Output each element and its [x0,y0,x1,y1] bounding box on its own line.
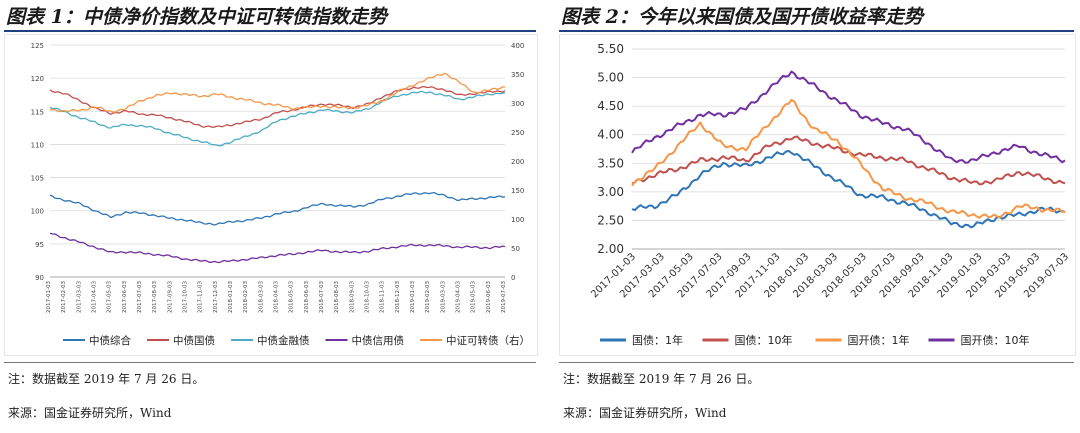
right-y-tick-label: 4.50 [597,99,624,113]
left-x-tick-label: 2017-08-03 [152,281,158,313]
left-x-tick-label: 2017-02-03 [61,281,67,313]
left-y2-tick-label: 250 [511,129,524,137]
right-chart-box: 2.00 2.50 3.00 3.50 4.00 4.50 5.00 5.50 2017-01-… [559,34,1076,356]
left-x-tick-label: 2018-01-03 [228,281,234,313]
right-legend-label: 国债：10年 [735,333,793,347]
left-x-tick-label: 2018-10-03 [365,281,371,313]
left-figure-title: 图表 1：中债净价指数及中证可转债指数走势 [6,6,387,28]
left-x-tick-label: 2018-03-03 [258,281,264,313]
left-x-tick-label: 2019-06-03 [486,281,492,313]
right-y-tick-label: 5.50 [597,42,624,56]
left-x-tick-label: 2018-08-03 [334,281,340,313]
right-legend-label: 国开债：1年 [848,333,910,347]
right-y-tick-label: 3.50 [597,156,624,170]
right-source: 来源：国金证券研究所，Wind [563,406,727,420]
right-y-tick-label: 5.00 [597,71,624,85]
right-series-line [631,98,1065,219]
left-series-line [49,90,506,147]
left-x-tick-label: 2019-04-03 [456,281,462,313]
right-y-tick-label: 2.50 [597,213,624,227]
left-series-line [49,72,506,113]
right-series-line [631,135,1066,186]
left-x-tick-label: 2017-07-03 [137,281,143,313]
left-x-tick-label: 2017-05-03 [107,281,113,313]
left-x-tick-label: 2017-10-03 [183,281,189,313]
left-y-tick-label: 120 [31,75,44,83]
left-footer-rule [4,362,536,363]
right-legend-label: 国开债：10年 [961,333,1030,347]
left-x-tick-label: 2018-09-03 [349,281,355,313]
left-legend-label: 中证可转债（右） [446,334,530,347]
left-x-tick-label: 2018-11-03 [380,281,386,313]
left-chart-box: 90 95 100 105 110 115 120 125 0 50 100 150 200 250 300… [4,34,538,356]
left-x-tick-label: 2018-06-03 [304,281,310,313]
right-figure-panel: 图表 2：今年以来国债及国开债收益率走势 2.00 2.50 3.00 3.50 4.0… [555,0,1080,433]
left-x-tick-label: 2018-07-03 [319,281,325,313]
left-series-line [49,191,506,226]
right-line-chart: 2.002.503.003.504.004.505.005.502017-01-… [589,42,1071,347]
left-x-tick-label: 2017-06-03 [122,281,128,313]
left-x-tick-label: 2018-04-03 [274,281,280,313]
left-figure-panel: 图表 1：中债净价指数及中证可转债指数走势 90 95 100 105 110 115 12… [4,6,538,420]
left-x-tick-label: 2017-11-03 [198,281,204,313]
right-note: 注：数据截至 2019 年 7 月 26 日。 [563,372,760,386]
left-y2-tick-label: 50 [511,245,520,253]
right-footer-rule [559,362,1074,363]
left-x-tick-label: 2019-02-03 [425,281,431,313]
left-x-tick-label: 2019-07-03 [501,281,507,313]
left-line-chart: 90 95 100 105 110 115 120 125 0 50 100 150 200 250 300… [31,42,530,347]
left-y-tick-label: 125 [31,42,44,50]
left-y2-tick-label: 100 [511,216,524,224]
left-x-tick-label: 2017-09-03 [167,281,173,313]
left-title-rule [4,30,536,32]
left-x-tick-label: 2019-05-03 [471,281,477,313]
left-x-tick-label: 2018-02-03 [243,281,249,313]
left-legend-label: 中债金融债 [257,334,310,347]
right-title-rule [559,30,1074,32]
left-legend-label: 中债信用债 [352,334,405,347]
left-note: 注：数据截至 2019 年 7 月 26 日。 [8,372,205,386]
left-x-tick-label: 2018-05-03 [289,281,295,313]
left-y-tick-label: 115 [31,108,44,116]
right-legend-label: 国债：1年 [632,333,683,347]
left-x-tick-label: 2017-03-03 [76,281,82,313]
left-y2-tick-label: 300 [511,100,524,108]
left-x-tick-label: 2018-12-03 [395,281,401,313]
left-y-tick-label: 95 [35,241,44,249]
left-y2-tick-label: 0 [511,274,515,282]
left-y-tick-label: 110 [31,141,44,149]
right-figure-title: 图表 2：今年以来国债及国开债收益率走势 [561,6,923,28]
left-x-tick-label: 2017-12-03 [213,281,219,313]
left-y-tick-label: 90 [35,274,44,282]
left-x-tick-label: 2017-01-03 [46,281,52,313]
left-y2-tick-label: 200 [511,158,524,166]
left-y-tick-label: 100 [31,208,44,216]
left-x-tick-label: 2019-01-03 [410,281,416,313]
left-y2-tick-label: 400 [511,42,524,50]
left-series-line [49,85,506,128]
right-series-line [631,149,1066,229]
right-y-tick-label: 4.00 [597,128,624,142]
left-source: 来源：国金证券研究所，Wind [8,406,172,420]
left-x-tick-label: 2017-04-03 [92,281,98,313]
right-series-line [631,70,1066,164]
left-legend-label: 中债综合 [89,334,131,347]
left-y2-tick-label: 150 [511,187,524,195]
right-y-tick-label: 3.00 [597,185,624,199]
left-y-tick-label: 105 [31,175,44,183]
left-legend-label: 中债国债 [173,334,215,347]
left-x-tick-label: 2019-03-03 [440,281,446,313]
right-y-tick-label: 2.00 [597,242,624,256]
left-y2-tick-label: 350 [511,71,524,79]
left-series-line [49,232,506,264]
